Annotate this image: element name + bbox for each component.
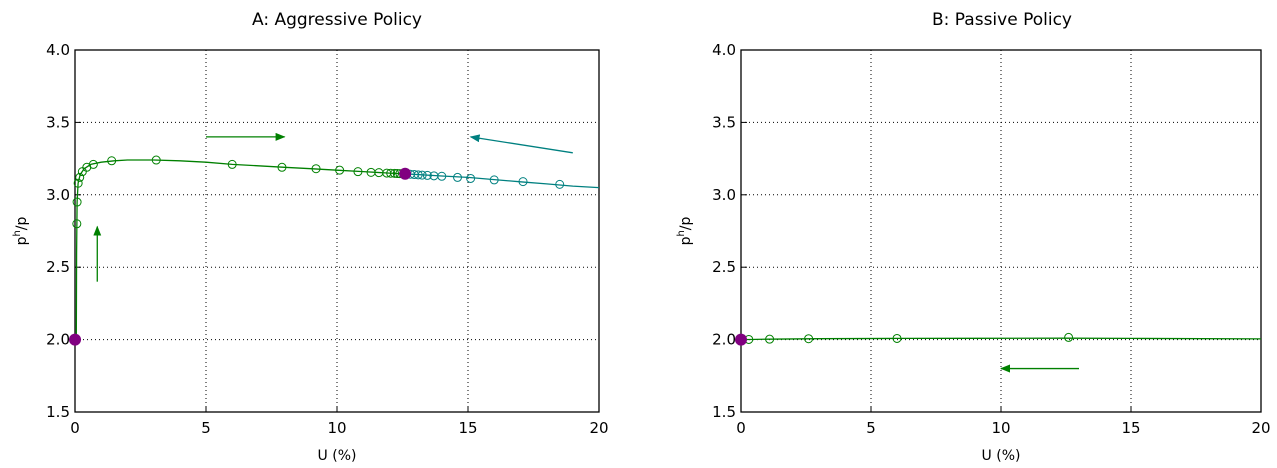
y-tick-label: 4.0 [712,41,736,59]
data-point-marker [804,334,814,344]
y-tick-label: 1.5 [46,403,70,421]
y-axis-label: ph/p [676,216,694,245]
y-axis-label: ph/p [12,216,30,245]
series-line [75,159,406,340]
data-point-marker [88,159,98,169]
data-point-marker [892,333,902,343]
data-point-marker [518,177,528,187]
y-tick-label: 2.5 [46,258,70,276]
y-tick-label: 2.5 [712,258,736,276]
y-tick-label: 2.0 [46,331,70,349]
y-tick-label: 3.0 [46,186,70,204]
data-point-marker [277,162,287,172]
x-tick-label: 20 [589,419,608,437]
equilibrium-point [399,167,412,180]
data-point-marker [466,173,476,183]
chart-title: B: Passive Policy [932,10,1072,30]
x-axis-label: U (%) [982,448,1021,464]
data-point-marker [386,168,396,178]
plot-frame [74,49,600,413]
data-point-marker [73,178,83,188]
data-point-marker [390,168,400,178]
plot-frame [740,49,1262,413]
data-point-marker [555,179,565,189]
data-layer [69,132,600,346]
y-tick-label: 3.0 [712,186,736,204]
y-tick-label: 3.5 [46,113,70,131]
equilibrium-point [735,333,747,346]
data-point-marker [72,219,82,229]
series-line [405,173,600,189]
x-axis-label: U (%) [318,448,357,464]
data-point-marker [335,165,345,175]
chart-title: A: Aggressive Policy [252,10,422,30]
x-tick-label: 15 [1121,419,1140,437]
data-point-marker [489,175,499,185]
x-tick-label: 15 [458,419,477,437]
data-point-marker [417,170,427,180]
x-tick-label: 10 [991,419,1010,437]
series-line [740,337,1262,341]
data-point-marker [311,164,321,174]
panel-passive-policy: B: Passive Policy 0 5 10 15 20 1.5 2.0 2.5 3.0 3.… [676,10,1271,464]
data-point-marker [151,155,161,165]
y-tick-label: 3.5 [712,113,736,131]
data-point-marker [1064,332,1074,342]
data-point-marker [72,197,82,207]
tick-labels: 0 5 10 15 20 1.5 2.0 2.5 3.0 3.5 4.0 [712,41,1270,437]
y-tick-label: 4.0 [46,41,70,59]
y-tick-label: 2.0 [712,331,736,349]
gridlines [740,49,1262,413]
data-point-marker [453,172,463,182]
data-point-marker [353,167,363,177]
data-point-marker [75,172,85,182]
data-point-marker [437,171,447,181]
x-tick-label: 0 [736,419,746,437]
y-tick-label: 1.5 [712,403,736,421]
x-tick-label: 5 [201,419,211,437]
x-tick-label: 5 [866,419,876,437]
data-point-marker [765,334,775,344]
data-point-marker [227,159,237,169]
data-point-marker [107,156,117,166]
data-layer [735,332,1262,373]
panel-aggressive-policy: A: Aggressive Policy 0 5 10 15 20 1.5 2.0 2.5 3.… [12,10,609,464]
x-tick-label: 0 [70,419,80,437]
equilibrium-point [69,333,81,346]
data-point-marker [413,170,423,180]
x-tick-label: 20 [1251,419,1270,437]
data-point-marker [422,170,432,180]
x-tick-label: 10 [327,419,346,437]
direction-arrow [469,134,573,154]
tick-labels: 0 5 10 15 20 1.5 2.0 2.5 3.0 3.5 4.0 [46,41,608,437]
gridlines [74,49,600,413]
